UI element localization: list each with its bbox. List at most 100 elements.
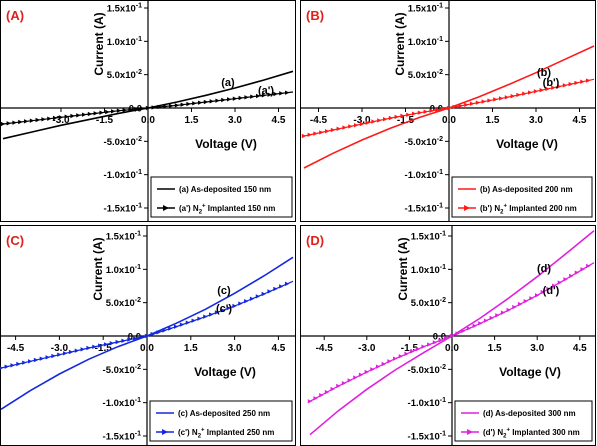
data-point: [404, 351, 409, 357]
data-point: [39, 356, 45, 361]
data-point: [342, 125, 347, 130]
y-tick-label: 1.5x10-1: [408, 3, 443, 15]
y-tick-label: 1.0x10-1: [408, 36, 443, 48]
legend-entry: (a) As-deposited 150 nm: [179, 185, 271, 194]
data-point: [375, 364, 381, 369]
y-tick-label: 5.0x10-2: [107, 69, 142, 81]
data-point: [586, 263, 591, 269]
series-annotation: (d): [537, 263, 551, 275]
x-axis-title: Voltage (V): [499, 365, 561, 379]
data-point: [421, 344, 426, 349]
chart-panel-b: -4.5 -3.0 -1.5 0.0 1.5 3.0 4.5 1.5x10-1 1.0x10-1…: [300, 0, 596, 222]
data-point: [22, 360, 27, 365]
y-tick-label: 1.0x10-1: [107, 36, 142, 48]
panel-frame: [300, 0, 596, 222]
data-point: [432, 340, 438, 345]
data-point: [393, 356, 398, 361]
data-point: [116, 108, 122, 113]
data-point: [307, 399, 313, 404]
y-tick-label: -5.0x10-2: [405, 136, 444, 148]
x-tick-label: 3.0: [530, 343, 544, 354]
data-point: [267, 92, 272, 97]
data-point: [516, 92, 521, 98]
data-point: [238, 95, 243, 101]
data-point: [359, 121, 365, 127]
x-tick-label: 0.0: [445, 343, 459, 354]
legend-box: [149, 400, 293, 442]
y-tick-label: -1.5x10-1: [408, 431, 447, 443]
data-point: [70, 113, 75, 119]
x-tick-label: -4.5: [316, 343, 334, 354]
panel-label: (C): [6, 233, 24, 248]
series-annotation: (b): [537, 67, 551, 79]
data-point: [562, 83, 568, 88]
data-point: [168, 326, 173, 331]
data-point: [28, 359, 33, 364]
x-tick-label: -1.5: [95, 343, 113, 354]
data-point: [232, 303, 237, 309]
data-point: [214, 310, 220, 315]
y-tick-label: 5.0x10-2: [411, 297, 446, 309]
legend-entry: (c') N2+ Implanted 250 nm: [178, 428, 274, 440]
data-point: [438, 338, 443, 343]
x-axis-title: Voltage (V): [194, 365, 256, 379]
x-tick-label: -1.5: [401, 343, 419, 354]
data-point: [504, 95, 510, 100]
data-point: [76, 113, 81, 118]
legend-box: [451, 176, 593, 218]
x-tick-label: 4.5: [573, 343, 587, 354]
data-point: [336, 126, 341, 131]
data-point: [163, 104, 168, 109]
x-axis-title: Voltage (V): [496, 137, 558, 151]
chart-panel-a: -3.0 -1.5 0.0 1.5 3.0 4.5 1.5x10-1 1.0x10-1 5.0x…: [0, 0, 296, 222]
data-point: [472, 323, 477, 329]
data-point: [307, 132, 312, 137]
y-tick-label: 1.5x10-1: [106, 231, 141, 243]
data-point: [0, 121, 6, 127]
data-point: [358, 372, 364, 377]
data-point: [546, 286, 551, 292]
data-point: [481, 99, 486, 104]
legend-entry: (c) As-deposited 250 nm: [178, 409, 270, 418]
data-point: [157, 104, 162, 110]
y-tick-label: -5.0x10-2: [408, 364, 447, 376]
data-point: [444, 335, 449, 341]
data-point: [464, 102, 469, 107]
data-point: [540, 289, 546, 295]
x-tick-label: 3.0: [529, 115, 543, 126]
data-point: [255, 294, 261, 299]
legend-entry: (a') N2+ Implanted 150 nm: [179, 204, 275, 216]
x-tick-label: 3.0: [228, 115, 242, 126]
data-point: [82, 112, 87, 117]
y-tick-label: 1.5x10-1: [107, 3, 142, 15]
panel-label: (D): [306, 233, 324, 248]
data-point: [330, 386, 335, 392]
data-point: [92, 344, 97, 349]
data-point: [557, 84, 562, 89]
series-annotation: (c'): [216, 303, 232, 315]
data-point: [383, 117, 388, 122]
x-tick-label: -3.0: [353, 115, 371, 126]
data-point: [53, 115, 58, 121]
data-point: [539, 87, 544, 93]
data-point: [63, 351, 68, 356]
x-tick-label: 4.5: [271, 343, 285, 354]
legend-marker: [467, 429, 473, 435]
x-tick-label: 1.5: [488, 343, 502, 354]
y-tick-label: -1.0x10-1: [104, 169, 143, 181]
data-point: [261, 291, 266, 297]
data-point: [506, 307, 511, 313]
data-point: [109, 341, 115, 346]
data-point: [162, 328, 167, 333]
data-point: [105, 109, 110, 115]
data-point: [388, 115, 394, 121]
y-tick-label: -5.0x10-2: [104, 136, 143, 148]
data-point: [365, 120, 370, 125]
data-point: [574, 270, 580, 275]
y-tick-label: 1.0x10-1: [106, 264, 141, 276]
data-point: [552, 283, 557, 288]
data-point: [227, 97, 232, 102]
data-point: [394, 114, 399, 120]
data-point: [557, 280, 563, 285]
